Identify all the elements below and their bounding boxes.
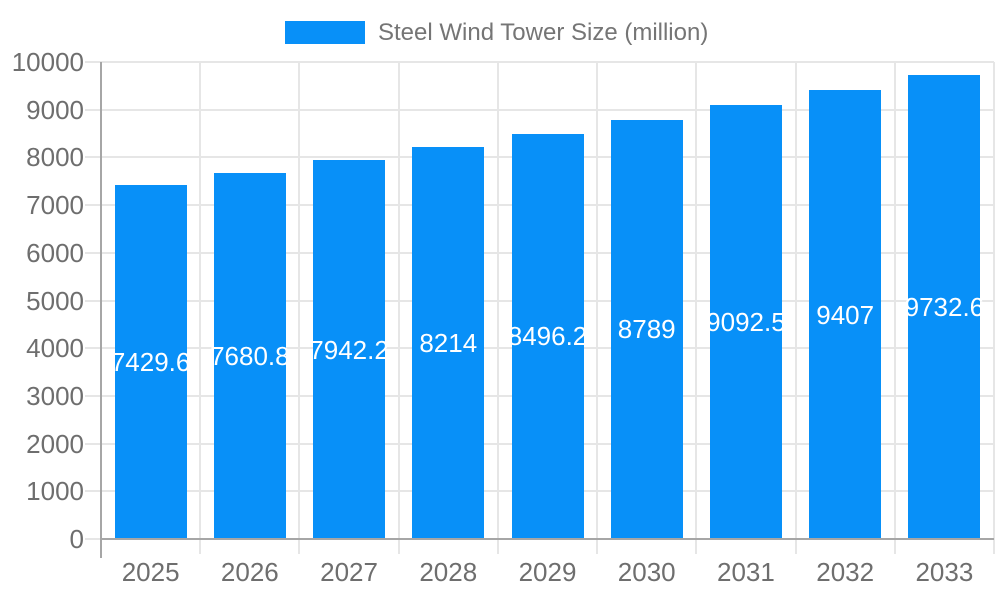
bar[interactable] xyxy=(908,74,981,539)
legend: Steel Wind Tower Size (million) xyxy=(0,16,1000,50)
bar[interactable] xyxy=(809,90,882,539)
bar-value-label: 9407 xyxy=(816,299,875,330)
x-axis-baseline xyxy=(101,538,994,540)
y-tick xyxy=(85,204,101,207)
y-axis-tick-label: 4000 xyxy=(26,333,84,364)
x-axis-tick-label: 2025 xyxy=(121,557,180,587)
y-axis-line xyxy=(100,62,102,558)
bar[interactable] xyxy=(511,133,584,539)
bar[interactable] xyxy=(213,172,286,539)
category-gridline xyxy=(596,62,599,554)
bar[interactable] xyxy=(313,160,386,539)
x-axis-tick-label: 2033 xyxy=(915,557,974,587)
y-tick xyxy=(85,347,101,350)
y-tick xyxy=(85,61,101,63)
bar-value-label: 8496.2 xyxy=(507,321,588,352)
x-axis-tick-label: 2027 xyxy=(320,557,378,587)
y-tick xyxy=(85,394,101,397)
category-gridline xyxy=(993,62,995,554)
x-axis-tick-label: 2028 xyxy=(419,557,478,587)
category-gridline xyxy=(397,62,400,554)
y-axis-tick-label: 7000 xyxy=(26,190,84,221)
legend-label: Steel Wind Tower Size (million) xyxy=(378,19,709,46)
y-axis-tick-label: 5000 xyxy=(26,285,84,316)
bar-value-label: 7429.6 xyxy=(110,346,191,377)
category-gridline xyxy=(298,62,301,554)
bar-value-label: 7680.8 xyxy=(210,340,290,371)
bar[interactable] xyxy=(610,119,683,539)
x-axis-tick-label: 2029 xyxy=(518,557,577,587)
category-gridline xyxy=(496,62,499,554)
x-axis-tick-label: 2032 xyxy=(816,557,875,587)
bar-value-label: 9092.5 xyxy=(706,307,786,338)
x-axis-tick-label: 2026 xyxy=(220,557,279,587)
y-gridline xyxy=(101,61,994,63)
legend-swatch xyxy=(285,21,365,44)
y-axis-tick-label: 0 xyxy=(69,524,84,554)
y-axis-tick-label: 9000 xyxy=(26,94,84,125)
y-tick xyxy=(85,538,101,540)
y-axis-tick-label: 3000 xyxy=(26,380,84,411)
y-tick xyxy=(85,490,101,493)
bar-value-label: 8789 xyxy=(617,314,676,345)
y-tick xyxy=(85,442,101,445)
bar-value-label: 7942.2 xyxy=(309,334,389,365)
y-axis-tick-label: 10000 xyxy=(11,47,84,77)
y-gridline xyxy=(101,108,994,111)
category-gridline xyxy=(893,62,896,554)
y-axis-tick-label: 6000 xyxy=(26,237,84,268)
bar[interactable] xyxy=(114,184,187,539)
bar[interactable] xyxy=(412,147,485,539)
bar-value-label: 9732.6 xyxy=(904,291,985,322)
x-axis-tick-label: 2030 xyxy=(617,557,676,587)
y-axis-tick-label: 2000 xyxy=(26,428,84,459)
y-tick xyxy=(85,251,101,254)
x-axis-tick-label: 2031 xyxy=(717,557,775,587)
bar[interactable] xyxy=(709,105,782,539)
category-gridline xyxy=(695,62,698,554)
category-gridline xyxy=(199,62,202,554)
y-axis-tick-label: 1000 xyxy=(26,476,84,507)
y-tick xyxy=(85,108,101,111)
y-axis-tick-label: 8000 xyxy=(26,142,84,173)
y-tick xyxy=(85,299,101,302)
bar-value-label: 8214 xyxy=(419,328,478,359)
y-tick xyxy=(85,156,101,159)
category-gridline xyxy=(794,62,797,554)
